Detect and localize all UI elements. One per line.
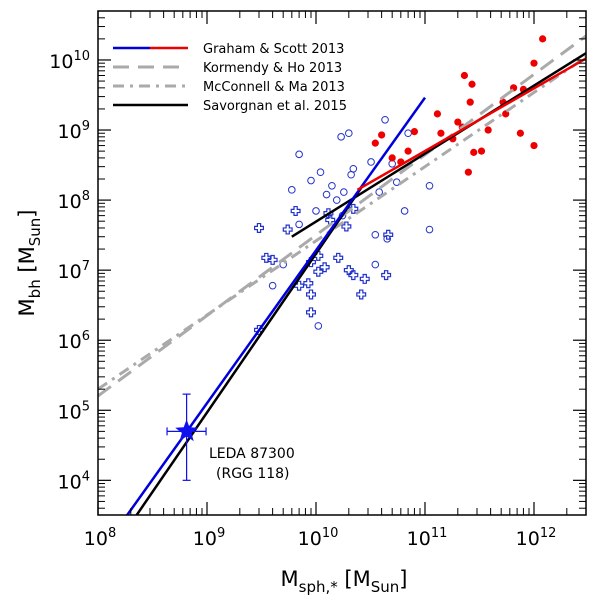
highlight-point: LEDA 87300 (RGG 118)	[166, 393, 295, 482]
red-point	[530, 59, 538, 67]
axis-labels: 108 109 1010 1011 1012 104 105 106 107 108 109 1010…	[15, 49, 556, 596]
open-circle-point	[314, 322, 323, 330]
annotation-line2: (RGG 118)	[216, 466, 290, 482]
open-circle-point	[381, 115, 389, 124]
red-point	[484, 126, 492, 134]
cross-point	[261, 252, 272, 263]
cross-point	[356, 289, 367, 300]
red-point	[468, 80, 476, 88]
red-point	[477, 147, 486, 155]
red-point	[470, 148, 478, 156]
fit-line	[125, 96, 427, 515]
cross-point	[348, 270, 359, 281]
cross-point	[343, 265, 354, 276]
fit-line	[98, 55, 586, 391]
cross-point	[319, 262, 330, 273]
open-circle-point	[392, 178, 401, 187]
annotation-line1: LEDA 87300	[209, 446, 295, 462]
red-point	[530, 141, 538, 150]
open-circle-point	[295, 150, 303, 159]
open-circle-point	[288, 186, 296, 194]
y-tick-label: 109	[58, 119, 90, 143]
star-icon	[175, 419, 198, 442]
open-circle-point	[307, 176, 315, 185]
red-point	[460, 71, 469, 80]
open-circle-point	[322, 190, 331, 199]
open-circle-point	[312, 207, 320, 215]
legend-label: McConnell & Ma 2013	[203, 80, 345, 95]
open-circle-point	[295, 220, 303, 229]
open-circle-point	[337, 133, 345, 141]
open-circle-point	[332, 196, 341, 204]
x-tick-label: 109	[193, 526, 225, 550]
open-circle-point	[400, 207, 409, 215]
open-circle-point	[404, 129, 412, 138]
open-circle-point	[279, 260, 287, 269]
open-circle-point	[425, 181, 434, 190]
x-tick-label: 1012	[516, 526, 557, 550]
open-circle-point	[268, 281, 277, 290]
open-circle-point	[345, 129, 353, 138]
open-circle-point	[340, 188, 348, 196]
fit-line	[291, 52, 586, 238]
red-point	[410, 127, 419, 136]
cross-point	[267, 254, 278, 265]
red-point	[433, 110, 442, 118]
cross-point	[359, 273, 370, 284]
y-tick-label: 105	[58, 399, 90, 423]
x-tick-label: 108	[84, 526, 116, 550]
fit-line	[135, 187, 363, 515]
open-circle-point	[328, 181, 336, 190]
cross-point	[313, 266, 324, 277]
axis-ticks	[97, 11, 586, 515]
y-tick-label: 1010	[49, 49, 90, 73]
x-tick-label: 1011	[407, 526, 448, 550]
cross-point	[306, 289, 317, 300]
cross-point	[306, 307, 317, 318]
legend-label: Graham & Scott 2013	[203, 42, 344, 57]
y-tick-label: 108	[58, 189, 90, 213]
open-circle-point	[349, 164, 358, 173]
red-point	[466, 98, 474, 106]
open-circle-point	[371, 260, 380, 269]
y-axis-title: Mbh [MSun]	[15, 210, 44, 317]
open-circle-point	[425, 225, 434, 234]
cross-point	[381, 270, 392, 281]
y-tick-label: 107	[58, 259, 90, 283]
fit-line	[356, 57, 586, 191]
open-circle-point	[316, 168, 325, 177]
red-point	[388, 154, 396, 162]
open-circle-point	[383, 235, 391, 243]
open-circle-point	[371, 230, 380, 239]
legend-label: Kormendy & Ho 2013	[203, 61, 342, 76]
fit-lines	[98, 34, 586, 515]
legend: Graham & Scott 2013 Kormendy & Ho 2013 McC…	[113, 42, 347, 114]
open-circle-point	[367, 158, 375, 166]
red-point	[539, 35, 547, 43]
cross-point	[254, 222, 265, 233]
open-circle-point	[375, 188, 383, 196]
red-point	[516, 129, 524, 137]
x-tick-label: 1010	[298, 526, 339, 550]
red-point	[371, 139, 379, 147]
x-axis-title: Msph,* [MSun]	[281, 567, 408, 596]
red-point	[378, 131, 386, 139]
red-point	[437, 129, 445, 137]
y-tick-label: 104	[58, 469, 90, 493]
cross-point	[282, 224, 293, 235]
cross-point	[303, 278, 314, 289]
plot-frame	[97, 10, 587, 516]
red-point	[464, 168, 472, 176]
cross-point	[333, 252, 344, 263]
red-point	[404, 147, 412, 155]
cross-point	[383, 229, 394, 240]
cross-point	[290, 205, 301, 216]
red-point	[454, 118, 462, 126]
y-tick-label: 106	[58, 329, 90, 353]
legend-label: Savorgnan et al. 2015	[203, 99, 347, 114]
